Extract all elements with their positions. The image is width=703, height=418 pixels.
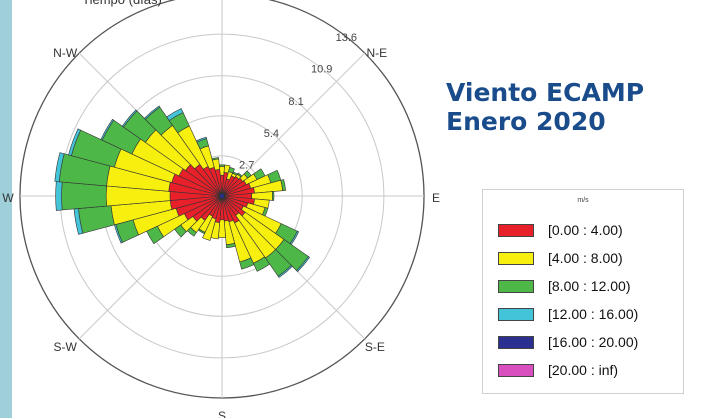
petal-sector-0-bin-2 bbox=[218, 164, 226, 167]
petal-sector-27-bin-2 bbox=[61, 181, 107, 211]
direction-label-n-w: N-W bbox=[53, 46, 78, 60]
headline-line-2: Enero 2020 bbox=[446, 107, 606, 136]
petal-sector-14-bin-3 bbox=[277, 264, 293, 278]
legend-list: [0.00 : 4.00) [4.00 : 8.00) [8.00 : 12.00)… bbox=[498, 216, 638, 384]
direction-label-s: S bbox=[218, 409, 226, 418]
legend-label: [16.00 : 20.00) bbox=[548, 334, 639, 350]
rose-petals bbox=[54, 105, 311, 278]
legend-item-3: [8.00 : 12.00) bbox=[498, 272, 638, 300]
petal-sector-32-bin-3 bbox=[143, 105, 161, 120]
radial-axis-title: Tiempo (días) bbox=[82, 0, 162, 7]
legend-swatch bbox=[498, 279, 534, 293]
legend-item-1: [0.00 : 4.00) bbox=[498, 216, 638, 244]
legend-swatch bbox=[498, 307, 534, 321]
petal-sector-13-bin-3 bbox=[296, 256, 311, 273]
axis-labels: Tiempo (días)2.75.48.110.913.6NN-EES-ESS… bbox=[2, 0, 440, 418]
radial-tick-label-2: 5.4 bbox=[264, 128, 279, 140]
legend-swatch bbox=[498, 223, 534, 237]
legend-label: [8.00 : 12.00) bbox=[548, 278, 631, 294]
petal-sector-31-bin-3 bbox=[121, 109, 138, 128]
legend-label: [12.00 : 16.00) bbox=[548, 306, 639, 322]
center-point bbox=[220, 194, 224, 198]
petal-sector-9-bin-2 bbox=[271, 191, 275, 201]
legend-unit: m/s bbox=[577, 197, 589, 204]
petal-sector-17-bin-2 bbox=[225, 242, 236, 249]
radial-tick-label-4: 10.9 bbox=[311, 63, 332, 75]
legend-item-6: [20.00 : inf) bbox=[498, 356, 638, 384]
direction-label-s-w: S-W bbox=[54, 340, 78, 354]
direction-label-e: E bbox=[432, 191, 440, 205]
side-decoration-strip bbox=[0, 0, 12, 418]
legend-label: [4.00 : 8.00) bbox=[548, 250, 623, 266]
petal-sector-30-bin-3 bbox=[100, 118, 115, 141]
petal-sector-34-bin-3 bbox=[195, 136, 207, 143]
direction-label-w: W bbox=[2, 191, 14, 205]
chart-headline: Viento ECAMP Enero 2020 bbox=[446, 78, 644, 136]
legend: m/s [0.00 : 4.00) [4.00 : 8.00) [8.00 : 12… bbox=[482, 189, 684, 394]
petal-sector-15-bin-2 bbox=[252, 256, 271, 272]
legend-label: [0.00 : 4.00) bbox=[548, 222, 623, 238]
petal-sector-28-bin-3 bbox=[54, 152, 65, 183]
legend-label: [20.00 : inf) bbox=[548, 362, 619, 378]
petal-sector-8-bin-2 bbox=[280, 179, 286, 192]
legend-item-5: [16.00 : 20.00) bbox=[498, 328, 638, 356]
headline-line-1: Viento ECAMP bbox=[446, 78, 645, 107]
petal-sector-29-bin-3 bbox=[68, 128, 82, 157]
legend-item-4: [12.00 : 16.00) bbox=[498, 300, 638, 328]
petal-sector-33-bin-3 bbox=[166, 108, 184, 121]
legend-swatch bbox=[498, 335, 534, 349]
radial-tick-label-1: 2.7 bbox=[239, 159, 254, 171]
petal-sector-26-bin-2 bbox=[78, 205, 115, 234]
petal-sector-27-bin-3 bbox=[55, 181, 63, 211]
petal-sector-20-bin-1 bbox=[202, 217, 217, 241]
petal-sector-16-bin-2 bbox=[239, 257, 255, 270]
direction-label-n-e: N-E bbox=[366, 46, 387, 60]
radial-tick-label-3: 8.1 bbox=[288, 96, 303, 108]
legend-swatch bbox=[498, 251, 534, 265]
radial-tick-label-5: 13.6 bbox=[336, 32, 357, 44]
direction-label-s-e: S-E bbox=[365, 340, 385, 354]
legend-item-2: [4.00 : 8.00) bbox=[498, 244, 638, 272]
legend-swatch bbox=[498, 363, 534, 377]
petal-sector-35-bin-2 bbox=[211, 157, 220, 161]
